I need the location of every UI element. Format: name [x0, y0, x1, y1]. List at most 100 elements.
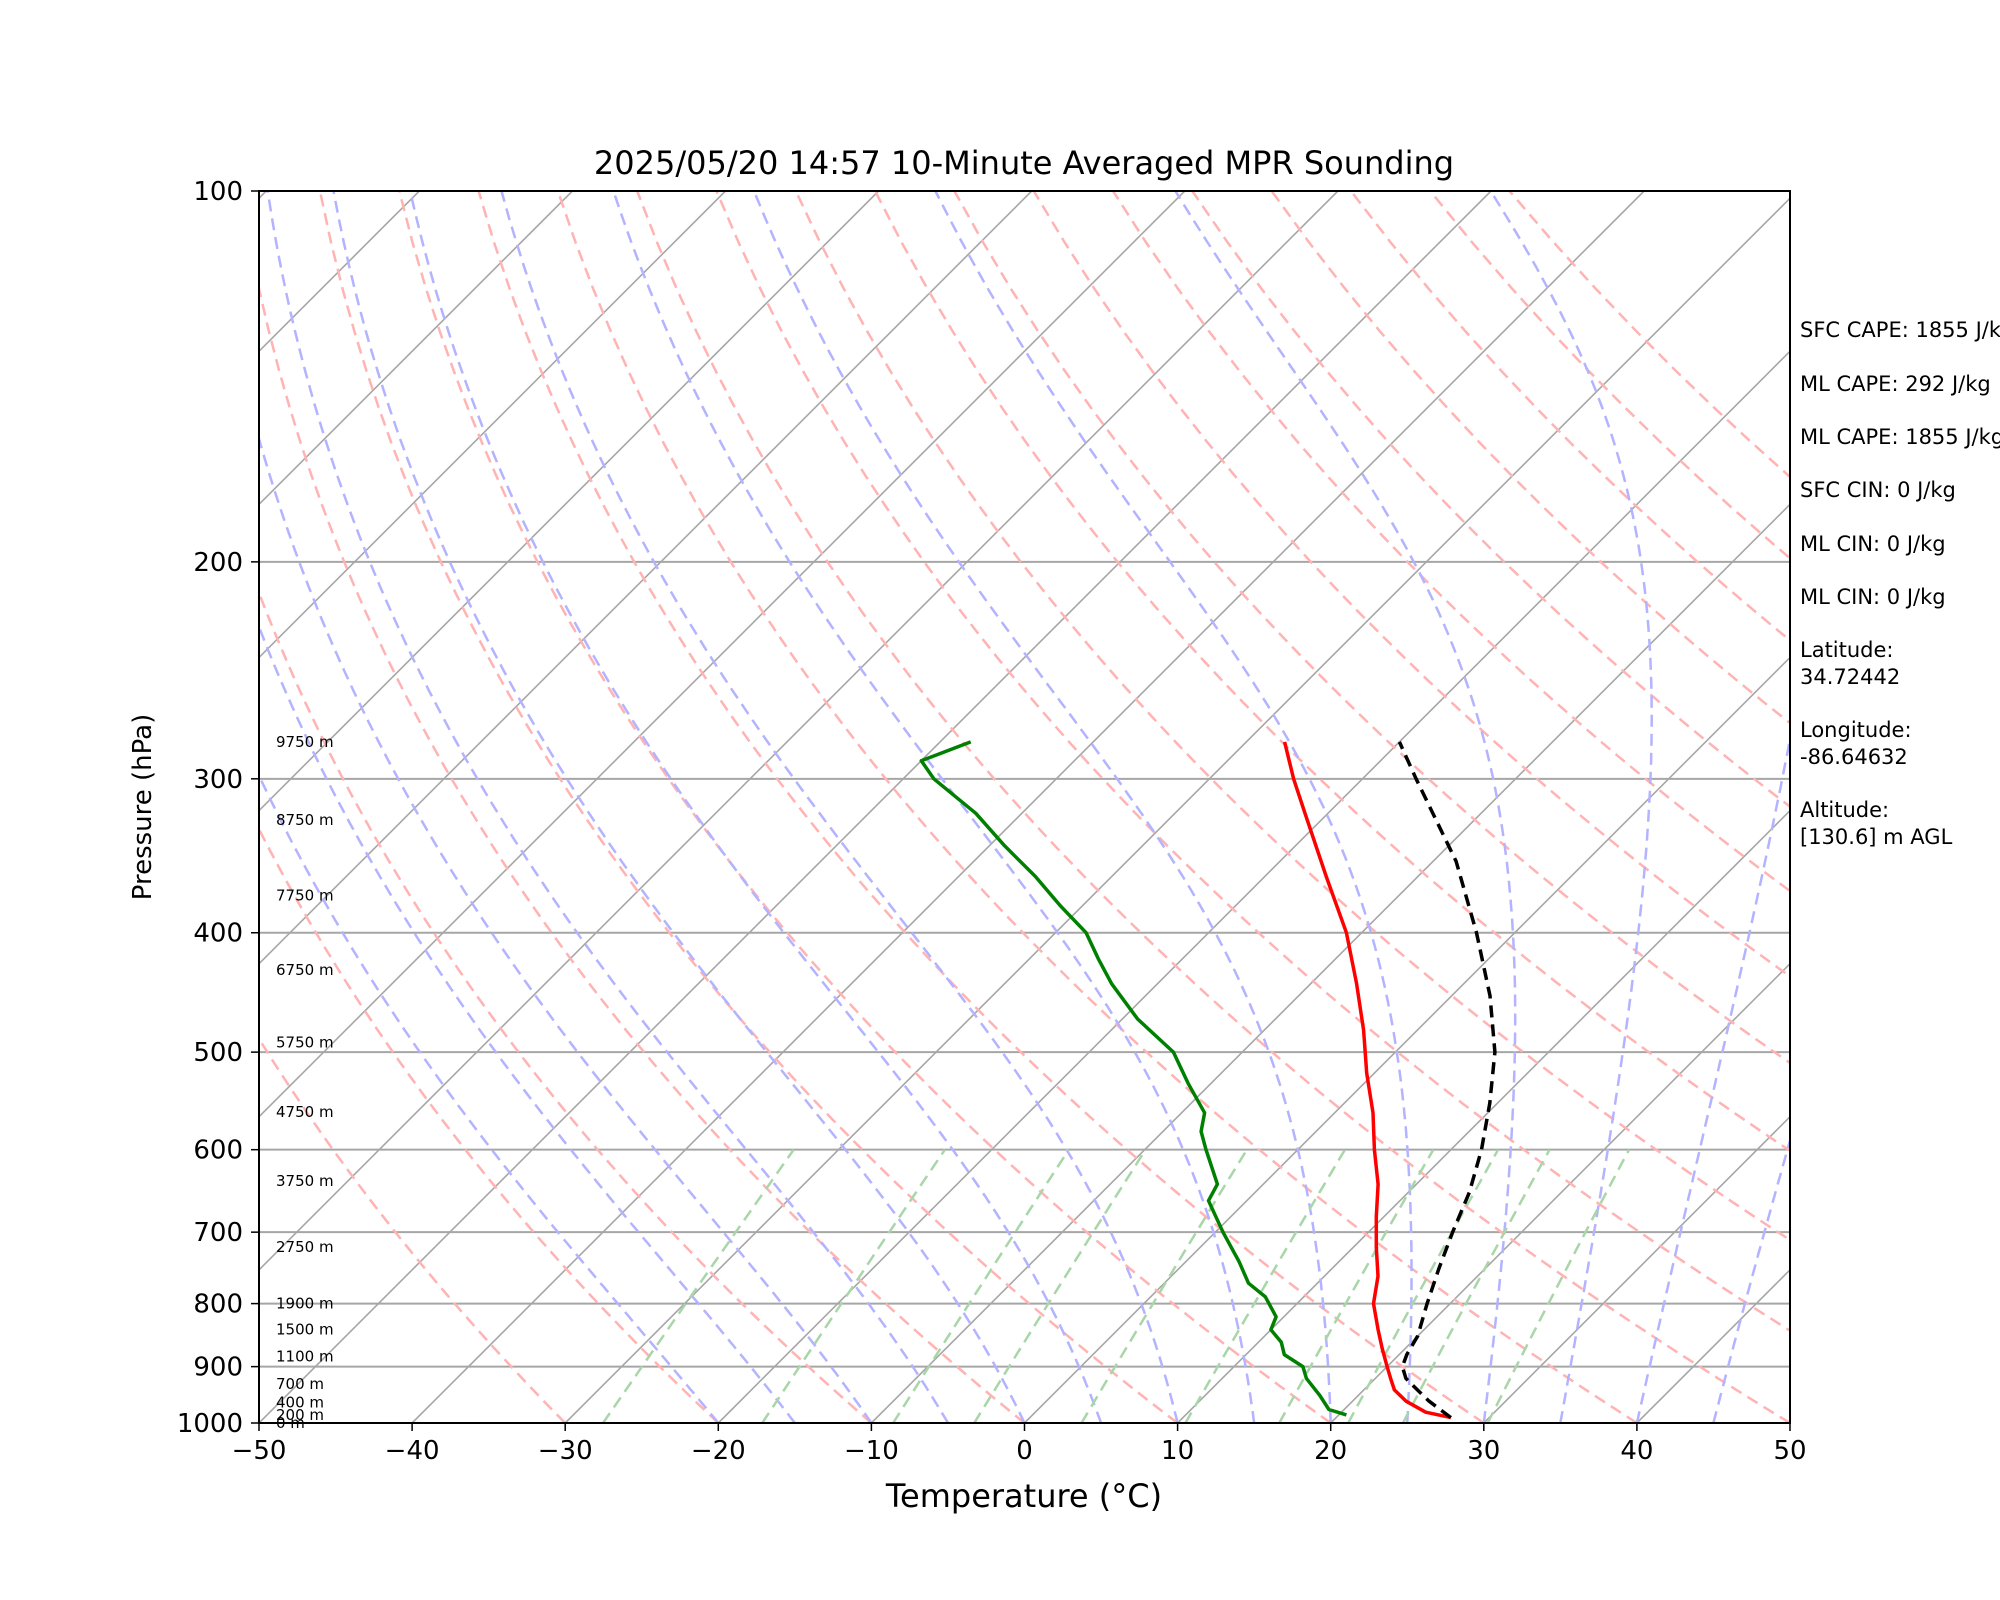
- info-panel: SFC CAPE: 1855 J/kg ML CAPE: 292 J/kg ML…: [1800, 318, 2000, 849]
- x-tick-label: 30: [1467, 1436, 1500, 1466]
- dry-adiabat-line: [794, 191, 1790, 1242]
- isotherm-line: [1483, 1115, 1790, 1423]
- height-label: 7750 m: [276, 886, 334, 904]
- height-label: 3750 m: [276, 1172, 334, 1190]
- longitude-label: Longitude:: [1800, 718, 1912, 742]
- isotherm-line: [259, 191, 1492, 1423]
- dry-adiabat-line: [1111, 191, 1790, 893]
- dry-adiabat-line: [259, 826, 720, 1423]
- mixing-ratio-line: [761, 1148, 946, 1423]
- x-tick-label: 0: [1016, 1436, 1033, 1466]
- isotherm-line: [717, 350, 1790, 1423]
- y-tick-label: 300: [193, 765, 243, 795]
- x-tick-label: 10: [1161, 1436, 1194, 1466]
- moist-adiabat-line: [1635, 732, 1790, 1423]
- longitude-value: -86.64632: [1800, 745, 1908, 769]
- altitude-value: [130.6] m AGL: [1800, 825, 1953, 849]
- y-tick-label: 100: [193, 177, 243, 207]
- mixing-ratio-line: [892, 1149, 1070, 1423]
- moist-adiabat-line: [1174, 191, 1517, 1423]
- dry-adiabat-line: [318, 191, 1179, 1423]
- isotherm-line: [1177, 809, 1790, 1423]
- dry-adiabat-line: [259, 589, 873, 1423]
- altitude-label: Altitude:: [1800, 798, 1889, 822]
- isotherm-line: [259, 191, 573, 506]
- plot-frame: [258, 190, 1791, 1424]
- mixing-ratio-line: [1184, 1149, 1346, 1423]
- isotherm-line: [0, 191, 113, 1423]
- x-tick-label: −10: [844, 1436, 899, 1466]
- x-tick-label: −30: [538, 1436, 593, 1466]
- y-tick-label: 500: [193, 1038, 243, 1068]
- moist-adiabat-line: [332, 191, 1026, 1423]
- profile-series: [919, 740, 1497, 1420]
- background-grid: [0, 191, 1790, 1423]
- isotherm-line: [259, 191, 1033, 965]
- x-tick-label: 40: [1620, 1436, 1653, 1466]
- mixing-ratio-line: [1401, 1149, 1551, 1423]
- chart-title: 2025/05/20 14:57 10-Minute Averaged MPR …: [594, 144, 1454, 182]
- x-tick-label: −40: [385, 1436, 440, 1466]
- isotherm-line: [1023, 656, 1790, 1423]
- moist-adiabat-line: [408, 191, 1103, 1423]
- height-label: 200 m: [276, 1406, 324, 1424]
- dry-adiabat-line: [477, 191, 1485, 1423]
- dry-adiabat-line: [398, 191, 1332, 1423]
- latitude-label: Latitude:: [1800, 638, 1894, 662]
- moist-adiabat-line: [500, 191, 1179, 1423]
- y-tick-label: 900: [193, 1353, 243, 1383]
- isotherm-line: [1330, 962, 1790, 1423]
- moist-adiabat-line: [934, 191, 1413, 1423]
- height-label: 400 m: [276, 1393, 324, 1411]
- dry-adiabat-line: [259, 1036, 567, 1423]
- height-label: 1500 m: [276, 1321, 334, 1339]
- height-label: 1100 m: [276, 1347, 334, 1365]
- moist-adiabat-line: [259, 623, 796, 1423]
- height-label: 9750 m: [276, 733, 334, 751]
- x-axis-ticks: −50 −40 −30 −20 −10 0 10 20 30 40 50: [232, 1423, 1807, 1466]
- y-tick-label: 200: [193, 548, 243, 578]
- moist-adiabat-line: [266, 191, 950, 1423]
- sfc-cape-text: SFC CAPE: 1855 J/kg: [1800, 318, 2000, 342]
- x-tick-label: −50: [232, 1436, 287, 1466]
- dry-adiabat-line: [636, 191, 1790, 1423]
- height-label: 8750 m: [276, 811, 334, 829]
- mixing-ratio-line: [1080, 1149, 1248, 1423]
- height-label: 6750 m: [276, 961, 334, 979]
- isotherm-line: [411, 191, 1645, 1423]
- ml-cape-text-2: ML CAPE: 1855 J/kg: [1800, 425, 2000, 449]
- x-tick-label: 20: [1314, 1436, 1347, 1466]
- isotherm-line: [259, 191, 880, 812]
- x-axis-label: Temperature (°C): [885, 1477, 1162, 1515]
- y-tick-label: 600: [193, 1136, 243, 1166]
- y-axis-ticks: 100 200 300 400 500 600 700 800 900 1000: [177, 177, 259, 1439]
- height-label: 700 m: [276, 1375, 324, 1393]
- moist-adiabat-line: [752, 191, 1332, 1423]
- y-tick-label: 1000: [177, 1409, 243, 1439]
- sfc-cin-text: SFC CIN: 0 J/kg: [1800, 478, 1956, 502]
- isotherm-line: [259, 191, 1339, 1272]
- dewpoint-profile-line: [919, 740, 1347, 1417]
- y-tick-label: 400: [193, 919, 243, 949]
- ml-cin-text: ML CIN: 0 J/kg: [1800, 532, 1946, 556]
- temperature-profile-line: [1282, 741, 1452, 1420]
- dry-adiabat-line: [1032, 191, 1790, 978]
- moist-adiabat-line: [612, 191, 1256, 1423]
- isotherm-line: [259, 191, 727, 659]
- x-tick-label: −20: [691, 1436, 746, 1466]
- latitude-value: 34.72442: [1800, 665, 1900, 689]
- mixing-ratio-line: [601, 1148, 795, 1423]
- mixing-ratio-line: [973, 1149, 1147, 1423]
- moist-adiabat-line: [1489, 191, 1653, 1423]
- parcel-path-line: [1397, 741, 1497, 1419]
- height-label: 1900 m: [276, 1295, 334, 1313]
- mixing-ratio-line: [1486, 1149, 1631, 1423]
- moist-adiabat-line: [259, 434, 873, 1423]
- dry-adiabat-line: [715, 191, 1790, 1333]
- dry-adiabat-line: [556, 191, 1638, 1423]
- height-label: 5750 m: [276, 1033, 334, 1051]
- mixing-ratio-line: [1278, 1149, 1435, 1423]
- x-tick-label: 50: [1773, 1436, 1806, 1466]
- isotherm-line: [564, 197, 1790, 1423]
